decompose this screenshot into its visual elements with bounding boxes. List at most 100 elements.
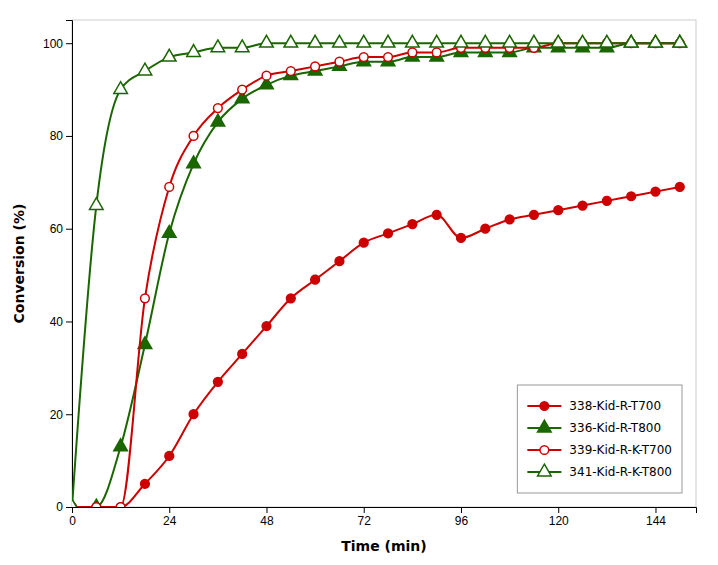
x-tick-label: 48 — [260, 514, 274, 528]
series-point — [673, 35, 687, 47]
y-tick-label: 40 — [50, 315, 64, 329]
chart: 024487296120144020406080100Time (min)Con… — [0, 0, 718, 565]
series-point — [214, 377, 223, 386]
series-point — [165, 452, 174, 461]
y-axis-title: Conversion (%) — [11, 204, 27, 324]
y-tick-mark — [66, 507, 72, 508]
legend-box — [517, 385, 682, 493]
legend-item: 336-Kid-R-T800 — [527, 420, 661, 435]
series-point — [141, 294, 150, 303]
y-axis: 0 20 40 60 80 100 — [43, 21, 73, 515]
series-point — [335, 57, 344, 66]
series-point — [624, 35, 638, 47]
x-tick-label: 144 — [646, 514, 666, 528]
series — [72, 39, 684, 507]
x-tick: 48 — [260, 507, 274, 528]
series-point — [90, 499, 104, 507]
series-point — [262, 71, 271, 80]
series — [72, 35, 687, 507]
series-point — [627, 192, 636, 201]
series-point — [211, 114, 225, 126]
series-point — [116, 503, 125, 507]
x-axis-line — [73, 508, 697, 514]
series-point — [116, 503, 125, 507]
series-point — [92, 503, 101, 507]
y-tick-mark — [66, 229, 72, 230]
series-point — [457, 234, 466, 243]
legend-label: 336-Kid-R-T800 — [569, 421, 661, 435]
series-point — [187, 45, 201, 57]
y-tick-mark — [66, 136, 72, 137]
y-axis-line — [66, 21, 73, 508]
x-tick: 72 — [358, 507, 372, 528]
x-tick-mark — [655, 507, 656, 513]
series-point — [503, 35, 517, 47]
series-point — [430, 35, 444, 47]
y-tick-label: 0 — [56, 500, 63, 514]
legend-label: 339-Kid-R-K-T700 — [569, 443, 672, 457]
x-tick: 24 — [163, 507, 177, 528]
x-tick-label: 96 — [455, 514, 469, 528]
legend-swatch-marker — [538, 420, 552, 432]
x-tick: 0 — [69, 507, 76, 528]
y-tick-label: 80 — [50, 129, 64, 143]
series-point — [114, 439, 128, 451]
series-point — [600, 35, 614, 47]
series-point — [238, 350, 247, 359]
series-point — [286, 294, 295, 303]
series-point — [408, 48, 417, 57]
x-tick-mark — [266, 507, 267, 513]
legend-item: 341-Kid-R-K-T800 — [527, 464, 672, 479]
series-point — [308, 35, 322, 47]
series — [72, 183, 684, 507]
legend: 338-Kid-R-T700 336-Kid-R-T800 339-Kid-R-K-… — [517, 385, 682, 493]
series-point — [673, 35, 687, 47]
series-point — [284, 35, 298, 47]
series-point — [138, 63, 152, 75]
series-point — [235, 40, 249, 52]
legend-item: 338-Kid-R-T700 — [527, 399, 661, 413]
series-point — [311, 275, 320, 284]
x-tick-label: 24 — [163, 514, 177, 528]
x-tick-mark — [169, 507, 170, 513]
series-point — [165, 183, 174, 192]
series-point — [624, 35, 638, 47]
x-tick: 144 — [646, 507, 666, 528]
series-point — [479, 35, 493, 47]
series-point — [187, 156, 201, 168]
series-point — [530, 210, 539, 219]
series-point — [432, 48, 441, 57]
series-point — [384, 53, 393, 62]
series-point — [311, 62, 320, 71]
series-point — [211, 40, 225, 52]
y-tick: 100 — [43, 37, 72, 51]
series-point — [527, 35, 541, 47]
series-point — [554, 206, 563, 215]
series-point — [214, 104, 223, 113]
data-area — [72, 35, 687, 507]
legend-swatch-marker — [538, 464, 552, 476]
series-point — [551, 35, 565, 47]
legend-swatch-marker — [540, 446, 549, 455]
y-tick: 60 — [50, 222, 72, 236]
series-point — [359, 238, 368, 247]
series-point — [238, 85, 247, 94]
legend-item: 339-Kid-R-K-T700 — [527, 443, 672, 457]
x-tick-label: 72 — [358, 514, 372, 528]
series-point — [359, 53, 368, 62]
series-point — [649, 35, 663, 47]
y-tick: 80 — [50, 129, 72, 143]
y-tick-mark — [66, 43, 72, 44]
series-point — [90, 198, 104, 210]
series-point — [260, 35, 274, 47]
x-axis: 024487296120144 — [69, 507, 696, 528]
y-tick: 20 — [50, 408, 72, 422]
series-point — [333, 35, 347, 47]
series-point — [381, 35, 395, 47]
plot: 024487296120144020406080100Time (min)Con… — [11, 20, 697, 554]
series-point — [675, 183, 684, 192]
series-point — [481, 224, 490, 233]
series-point — [505, 215, 514, 224]
series-point — [432, 210, 441, 219]
series-point — [408, 220, 417, 229]
